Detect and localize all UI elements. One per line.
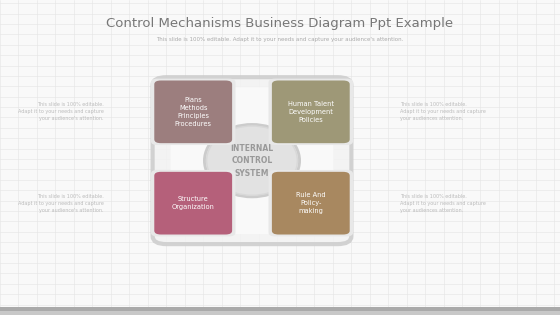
FancyBboxPatch shape [170, 87, 334, 234]
FancyBboxPatch shape [151, 170, 235, 236]
FancyBboxPatch shape [272, 81, 349, 143]
FancyBboxPatch shape [154, 81, 232, 143]
FancyBboxPatch shape [272, 172, 349, 234]
Text: This slide is 100% editable.
Adapt it to your needs and capture
your audience's : This slide is 100% editable. Adapt it to… [18, 102, 104, 121]
Text: This slide is 100% editable.
Adapt it to your needs and capture
your audiences a: This slide is 100% editable. Adapt it to… [400, 194, 486, 213]
Text: Rule And
Policy-
making: Rule And Policy- making [296, 192, 325, 214]
Text: INTERNAL
CONTROL
SYSTEM: INTERNAL CONTROL SYSTEM [230, 144, 274, 178]
Ellipse shape [207, 126, 297, 195]
Text: Structure
Organization: Structure Organization [172, 196, 214, 210]
FancyBboxPatch shape [269, 170, 353, 236]
Text: Human Talent
Development
Policies: Human Talent Development Policies [288, 101, 334, 123]
Text: This slide is 100% editable.
Adapt it to your needs and capture
your audience's : This slide is 100% editable. Adapt it to… [18, 194, 104, 213]
Text: This slide is 100% editable.
Adapt it to your needs and capture
your audiences a: This slide is 100% editable. Adapt it to… [400, 102, 486, 121]
Text: Control Mechanisms Business Diagram Ppt Example: Control Mechanisms Business Diagram Ppt … [106, 17, 454, 30]
Bar [0, 307, 560, 315]
FancyBboxPatch shape [269, 79, 353, 145]
FancyBboxPatch shape [151, 79, 235, 145]
Bar [0, 311, 560, 315]
Ellipse shape [204, 124, 300, 197]
FancyBboxPatch shape [152, 77, 352, 244]
Text: This slide is 100% editable. Adapt it to your needs and capture your audience's : This slide is 100% editable. Adapt it to… [156, 37, 404, 42]
FancyBboxPatch shape [154, 172, 232, 234]
Text: Plans
Methods
Principles
Procedures: Plans Methods Principles Procedures [175, 97, 212, 127]
